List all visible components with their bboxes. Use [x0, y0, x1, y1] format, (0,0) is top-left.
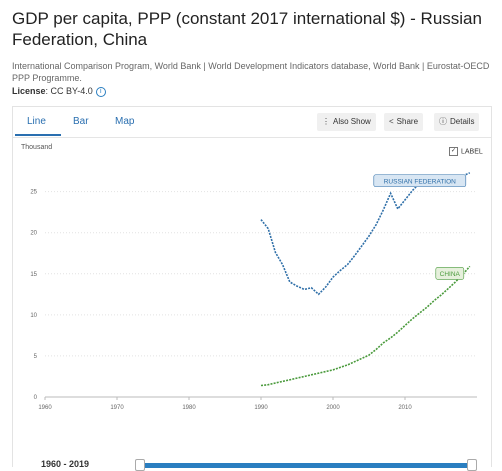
info-icon[interactable]: i [95, 86, 106, 97]
y-tick-label: 15 [30, 272, 37, 278]
slider-start-handle[interactable] [135, 459, 145, 471]
y-axis-unit-label: Thousand [21, 144, 53, 151]
label-toggle-text: LABEL [461, 148, 483, 156]
x-tick-label: 2000 [326, 405, 340, 411]
y-tick-label: 25 [30, 190, 37, 196]
checkbox-checked-icon[interactable]: ✓ [449, 147, 458, 156]
series-end-label: RUSSIAN FEDERATION [384, 178, 456, 185]
source-text: International Comparison Program, World … [12, 61, 490, 83]
license-value: : CC BY-4.0 [45, 86, 93, 96]
y-tick-label: 10 [30, 313, 37, 319]
info-circle-icon: ⓘ [439, 117, 447, 126]
share-label: Share [396, 117, 419, 126]
license-line: License: CC BY-4.0 i [12, 86, 106, 97]
more-vertical-icon: ⋮ [322, 117, 330, 126]
x-tick-label: 2010 [398, 405, 412, 411]
x-tick-label: 1970 [110, 405, 124, 411]
active-tab-indicator [15, 134, 61, 136]
y-tick-label: 20 [30, 231, 37, 237]
tab-map[interactable]: Map [115, 116, 135, 127]
details-button[interactable]: ⓘ Details [434, 113, 480, 131]
year-range-bar: 1960 - 2019 [13, 451, 491, 471]
x-tick-label: 1990 [254, 405, 268, 411]
year-range-label: 1960 - 2019 [41, 459, 90, 469]
share-button[interactable]: < Share [384, 113, 424, 131]
also-show-button[interactable]: ⋮ Also Show [317, 113, 376, 131]
details-label: Details [450, 117, 475, 126]
series-end-label: CHINA [440, 271, 461, 278]
slider-end-handle[interactable] [467, 459, 477, 471]
series-line-china [260, 265, 471, 387]
series-end-label-box [435, 267, 465, 280]
x-tick-label: 1980 [182, 405, 196, 411]
page-title: GDP per capita, PPP (constant 2017 inter… [12, 9, 482, 49]
also-show-label: Also Show [333, 117, 371, 126]
label-toggle[interactable]: ✓ LABEL [449, 147, 483, 156]
series-end-label-box [373, 174, 467, 188]
chart-tabs: Line Bar Map ⋮ Also Show < Share ⓘ Details [13, 107, 491, 138]
y-tick-label: 5 [34, 354, 38, 360]
line-chart: 0 5 10 15 20 25 1960 1970 1980 1990 2000 2010 RUSSIA… [30, 172, 477, 411]
x-tick-label: 1960 [38, 405, 52, 411]
tab-line[interactable]: Line [27, 116, 46, 127]
y-tick-label: 0 [34, 395, 38, 401]
share-icon: < [389, 117, 394, 126]
chart-panel: Line Bar Map ⋮ Also Show < Share ⓘ Details … [12, 106, 492, 471]
license-label: License [12, 86, 46, 96]
tab-bar[interactable]: Bar [73, 116, 89, 127]
